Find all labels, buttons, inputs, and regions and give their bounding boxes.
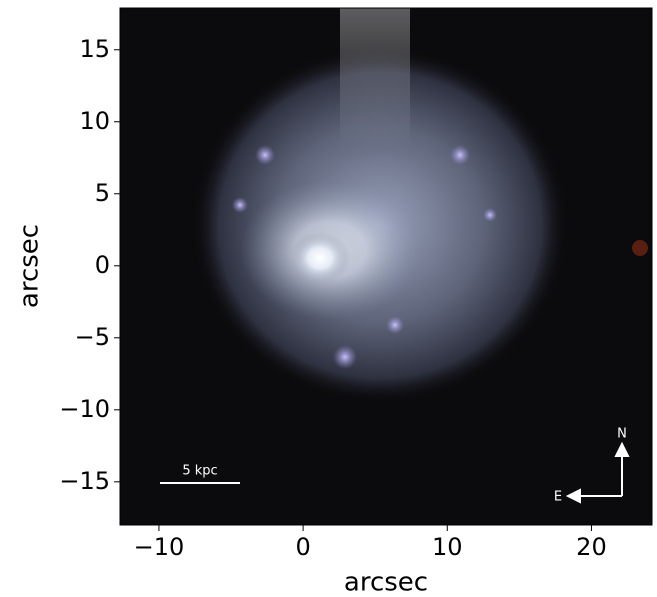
x-tick-label: 10 (432, 533, 463, 561)
y-tick-label: 10 (79, 107, 110, 135)
scale-bar-label: 5 kpc (182, 464, 217, 479)
y-tick-label: −15 (59, 467, 110, 495)
y-tick-label: −10 (59, 395, 110, 423)
x-tick-label: −10 (134, 533, 185, 561)
x-axis-label: arcsec (344, 568, 428, 597)
galaxy-image (120, 8, 652, 525)
y-tick-label: −5 (75, 323, 110, 351)
y-axis-label: arcsec (15, 224, 45, 308)
x-tick-label: 0 (295, 533, 310, 561)
east-label: E (554, 490, 562, 505)
y-tick-label: 5 (95, 179, 110, 207)
north-label: N (617, 427, 627, 442)
plot-frame (119, 7, 653, 526)
compass (565, 441, 630, 504)
x-tick-label: 20 (576, 533, 607, 561)
y-tick-label: 0 (95, 251, 110, 279)
y-tick-label: 15 (79, 35, 110, 63)
